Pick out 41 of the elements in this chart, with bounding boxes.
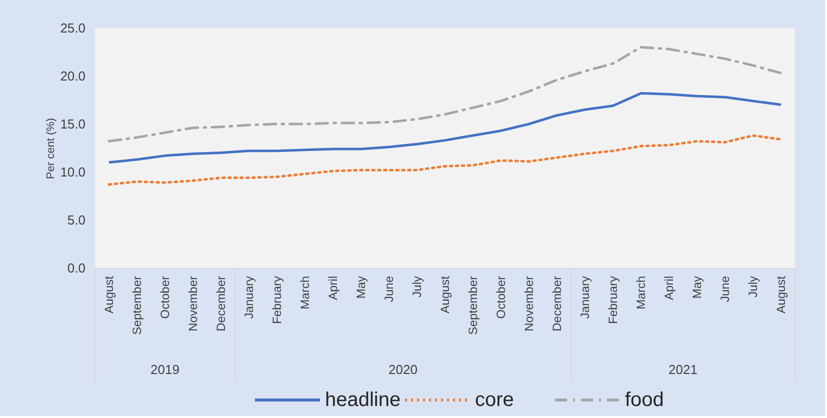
x-tick-label: October <box>158 276 172 319</box>
x-tick-label: February <box>606 276 620 324</box>
x-tick-label: June <box>718 276 732 302</box>
x-tick-label: August <box>438 275 452 314</box>
legend-label: headline <box>325 389 401 411</box>
x-tick-label: December <box>214 276 228 332</box>
x-tick-label: June <box>382 276 396 302</box>
y-tick-label: 0.0 <box>67 260 86 276</box>
y-tick-label: 25.0 <box>60 20 86 36</box>
text: 2019 <box>150 362 180 377</box>
x-tick-label: August <box>102 275 116 314</box>
x-tick-label: November <box>522 276 536 332</box>
x-tick-label: April <box>326 276 340 300</box>
x-tick-label: October <box>494 276 508 319</box>
x-tick-label: November <box>186 276 200 332</box>
x-tick-label: May <box>690 276 704 299</box>
x-tick-label: August <box>774 275 788 314</box>
x-tick-label: January <box>242 276 256 319</box>
line-series <box>108 134 782 186</box>
x-tick-label: September <box>130 276 144 335</box>
x-tick-label: March <box>634 276 648 310</box>
y-tick-label: 15.0 <box>60 116 86 132</box>
x-tick-label: September <box>466 276 480 335</box>
x-tick-label: April <box>662 276 676 300</box>
legend-label: core <box>475 389 514 411</box>
legend-label: food <box>625 389 664 411</box>
x-tick-label: March <box>298 276 312 310</box>
y-tick-label: 5.0 <box>67 212 86 228</box>
text: 2020 <box>388 362 418 377</box>
x-tick-label: December <box>550 276 564 332</box>
line-series <box>108 46 782 143</box>
y-axis-title: Per cent (%) <box>45 118 58 180</box>
x-tick-label: May <box>354 276 368 299</box>
text: 2021 <box>668 362 698 377</box>
y-tick-label: 20.0 <box>60 68 86 84</box>
x-tick-label: January <box>578 276 592 319</box>
x-tick-label: February <box>270 276 284 324</box>
x-tick-label: July <box>410 276 424 298</box>
x-tick-label: July <box>746 276 760 298</box>
line-series <box>108 92 782 164</box>
y-tick-label: 10.0 <box>60 164 86 180</box>
